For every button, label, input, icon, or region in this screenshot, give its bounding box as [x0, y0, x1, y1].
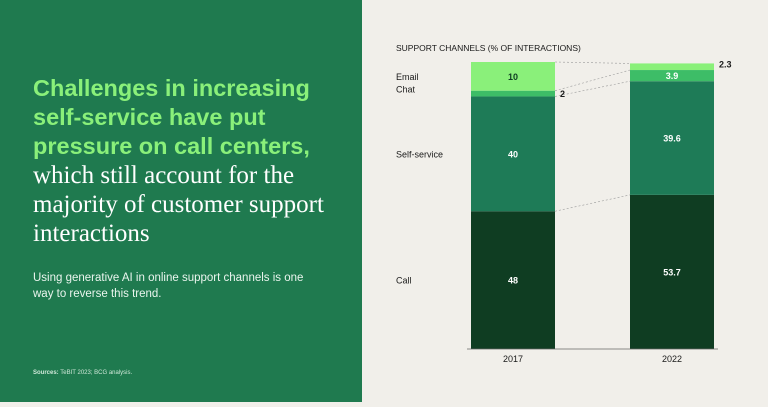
x-tick-label-2017: 2017 — [503, 354, 523, 364]
headline-rest: which still account for the majority of … — [33, 162, 324, 247]
bar-self-service-2022 — [630, 81, 714, 195]
value-label-email-2022: 2.3 — [719, 59, 732, 69]
connector-email — [554, 61, 631, 64]
bar-email-2017 — [471, 62, 555, 91]
series-label-call: Call — [396, 276, 412, 286]
connector-lines — [554, 61, 631, 212]
sources-label: Sources: — [33, 370, 59, 376]
labels-group: 48 40 2 10 2017 53.7 39.6 3.9 2.3 2022 Call Self-se… — [396, 59, 732, 364]
bars-group — [471, 62, 714, 349]
chart-title: SUPPORT CHANNELS (% OF INTERACTIONS) — [396, 43, 581, 53]
sources-note: Sources: TeBIT 2023; BCG analysis. — [33, 370, 132, 376]
left-panel: Challenges in increasing self-service ha… — [0, 0, 362, 402]
subtext: Using generative AI in online support ch… — [33, 272, 304, 300]
bar-call-2022 — [630, 194, 714, 349]
x-tick-label-2022: 2022 — [662, 354, 682, 364]
series-label-chat: Chat — [396, 85, 416, 95]
series-label-self-service: Self-service — [396, 149, 443, 159]
headline: Challenges in increasing self-service ha… — [33, 74, 333, 248]
bar-chat-2017 — [471, 90, 555, 97]
chart-panel: SUPPORT CHANNELS (% OF INTERACTIONS) 48 4… — [362, 0, 768, 402]
bar-chat-2022 — [630, 70, 714, 82]
value-label-chat-2017: 2 — [560, 89, 565, 99]
connector-chat — [554, 69, 631, 91]
stacked-bar-chart: SUPPORT CHANNELS (% OF INTERACTIONS) 484… — [396, 43, 732, 364]
bar-email-2022 — [630, 63, 714, 71]
connector-call — [554, 194, 631, 212]
value-label-self-service-2022: 39.6 — [663, 134, 681, 144]
sources-text: TeBIT 2023; BCG analysis. — [60, 370, 133, 376]
value-label-self-service-2017: 40 — [508, 149, 518, 159]
series-label-email: Email — [396, 72, 419, 82]
value-label-chat-2022: 3.9 — [666, 71, 679, 81]
value-label-email-2017: 10 — [508, 72, 518, 82]
bar-self-service-2017 — [471, 96, 555, 212]
value-label-call-2022: 53.7 — [663, 267, 681, 277]
value-label-call-2017: 48 — [508, 276, 518, 286]
bar-call-2017 — [471, 211, 555, 349]
headline-emphasis: Challenges in increasing self-service ha… — [33, 75, 310, 159]
connector-self-service — [554, 80, 631, 97]
